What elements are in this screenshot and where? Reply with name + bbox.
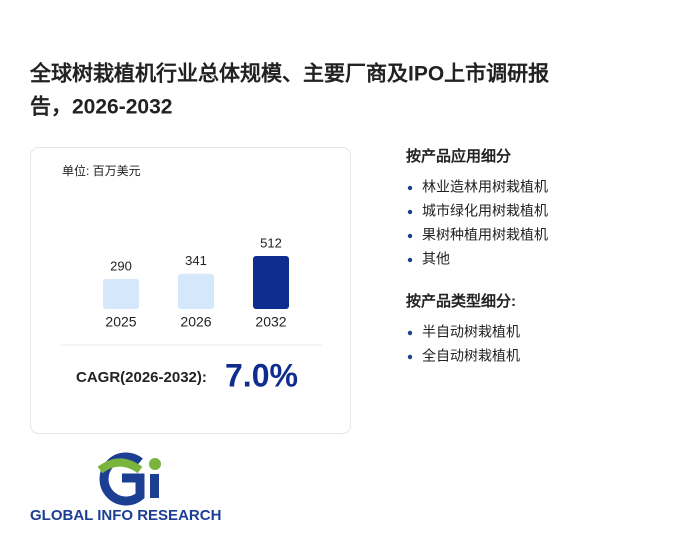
segment-item: 半自动树栽植机 (422, 324, 520, 340)
bullet (407, 233, 413, 239)
bullet (407, 257, 413, 263)
logo-dot (149, 458, 161, 470)
value-label: 512 (260, 235, 282, 250)
title: 告，2026-2032 (30, 96, 172, 119)
logo-g (99, 452, 145, 506)
segment-item: 果树种植用树栽植机 (422, 227, 548, 243)
unit: 单位: 百万美元 (62, 163, 141, 178)
cagr-value: 7.0% (225, 357, 298, 393)
logo-swoosh (97, 458, 143, 474)
bullet (407, 209, 413, 215)
bar (253, 256, 289, 309)
bar (178, 273, 214, 309)
x-tick-label: 2026 (180, 314, 211, 330)
logo (97, 452, 161, 506)
title: 全球树栽植机行业总体规模、主要厂商及IPO上市调研报 (29, 62, 549, 86)
bullet (407, 354, 413, 360)
logo-text: GLOBAL INFO RESEARCH (30, 507, 221, 524)
segment-heading: 按产品类型细分: (406, 292, 516, 310)
logo-i (150, 474, 159, 498)
bullet (407, 330, 413, 336)
segment-item: 林业造林用树栽植机 (422, 179, 548, 195)
bullet (407, 185, 413, 191)
cagr-label: CAGR(2026-2032): (76, 369, 207, 386)
segment-heading: 按产品应用细分 (406, 147, 511, 165)
bar (103, 278, 139, 309)
value-label: 341 (185, 253, 207, 268)
x-tick-label: 2032 (255, 314, 286, 330)
x-tick-label: 2025 (105, 314, 136, 330)
segment-item: 全自动树栽植机 (422, 348, 520, 364)
value-label: 290 (110, 258, 132, 273)
segment-item: 其他 (422, 251, 450, 267)
segment-item: 城市绿化用树栽植机 (422, 203, 548, 219)
